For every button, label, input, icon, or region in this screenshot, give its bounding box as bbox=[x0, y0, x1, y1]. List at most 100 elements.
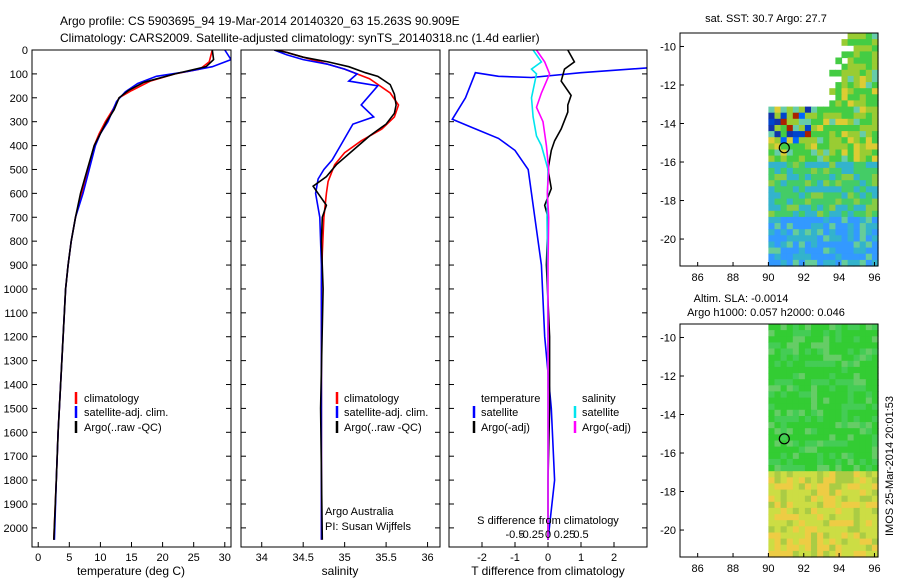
map-cell bbox=[774, 422, 782, 429]
lat-tick-label: -10 bbox=[660, 41, 676, 53]
map-cell bbox=[774, 324, 782, 331]
map-cell bbox=[786, 336, 794, 343]
map-cell bbox=[865, 143, 873, 151]
map-cell bbox=[835, 223, 843, 230]
map-cell bbox=[798, 458, 806, 466]
map-cell bbox=[829, 385, 836, 392]
map-cell bbox=[804, 204, 812, 212]
map-cell bbox=[804, 422, 812, 429]
lat-tick-label: -20 bbox=[660, 525, 676, 537]
map-cell bbox=[835, 520, 843, 527]
map-cell bbox=[817, 354, 824, 362]
map-cell bbox=[823, 125, 830, 132]
lon-tick-label: 92 bbox=[798, 272, 810, 284]
map-cell bbox=[811, 161, 818, 169]
map-cell bbox=[768, 180, 776, 187]
map-cell bbox=[768, 501, 776, 509]
map-cell bbox=[798, 174, 806, 181]
map-cell bbox=[804, 131, 812, 138]
map-cell bbox=[774, 174, 782, 181]
map-cell bbox=[780, 131, 788, 138]
map-cell bbox=[780, 198, 788, 206]
map-cell bbox=[865, 514, 873, 521]
map-cell bbox=[841, 253, 849, 261]
t-difference-xlabel: T difference from climatology bbox=[471, 564, 625, 578]
map-cell bbox=[853, 63, 861, 71]
s-tick-label: 0 bbox=[545, 529, 551, 541]
map-cell bbox=[871, 458, 879, 466]
map-cell bbox=[841, 403, 849, 411]
map-cell bbox=[865, 63, 873, 71]
map-cell bbox=[786, 526, 794, 533]
map-cell bbox=[835, 538, 843, 546]
map-cell bbox=[865, 174, 873, 181]
map-cell bbox=[774, 458, 782, 466]
map-cell bbox=[774, 465, 782, 472]
map-cell bbox=[786, 495, 794, 503]
map-cell bbox=[823, 538, 830, 546]
map-cell bbox=[768, 223, 776, 230]
x-tick-label: -2 bbox=[477, 552, 487, 564]
map-cell bbox=[829, 253, 836, 261]
map-cell bbox=[811, 520, 818, 527]
map-cell bbox=[768, 155, 776, 163]
map-cell bbox=[817, 235, 824, 242]
map-cell bbox=[847, 397, 855, 405]
map-cell bbox=[871, 422, 879, 429]
map-cell bbox=[804, 259, 812, 267]
map-cell bbox=[774, 354, 782, 362]
map-cell bbox=[768, 422, 776, 429]
map-cell bbox=[871, 489, 879, 497]
map-cell bbox=[829, 477, 836, 484]
map-cell bbox=[847, 155, 855, 163]
map-cell bbox=[811, 118, 818, 126]
map-cell bbox=[859, 330, 867, 337]
legend-temperature-title: temperature bbox=[481, 393, 540, 405]
map-cell bbox=[786, 348, 794, 356]
map-cell bbox=[829, 192, 836, 200]
map-cell bbox=[829, 428, 836, 435]
map-cell bbox=[786, 452, 794, 460]
map-cell bbox=[768, 409, 776, 417]
map-cell bbox=[865, 82, 873, 89]
map-cell bbox=[792, 544, 800, 552]
map-cell bbox=[871, 192, 879, 200]
map-cell bbox=[786, 186, 794, 193]
map-cell bbox=[871, 550, 879, 558]
map-cell bbox=[792, 471, 800, 478]
map-cell bbox=[859, 458, 867, 466]
map-cell bbox=[798, 477, 806, 484]
map-cell bbox=[817, 259, 824, 267]
map-cell bbox=[853, 471, 861, 478]
map-cell bbox=[768, 253, 776, 261]
map-cell bbox=[865, 373, 873, 380]
map-cell bbox=[841, 235, 849, 242]
map-cell bbox=[841, 440, 849, 448]
map-cell bbox=[829, 366, 836, 374]
map-cell bbox=[859, 422, 867, 429]
map-cell bbox=[792, 167, 800, 175]
map-cell bbox=[871, 125, 879, 132]
depth-tick-label: 1300 bbox=[4, 356, 28, 368]
map-cell bbox=[768, 204, 776, 212]
map-cell bbox=[865, 186, 873, 193]
depth-tick-label: 1200 bbox=[4, 332, 28, 344]
map-cell bbox=[823, 526, 830, 533]
series-line-argo bbox=[274, 50, 397, 540]
map-cell bbox=[859, 336, 867, 343]
map-cell bbox=[792, 106, 800, 114]
series-line-argo bbox=[53, 50, 215, 540]
map-cell bbox=[786, 544, 794, 552]
map-cell bbox=[835, 385, 843, 392]
map-cell bbox=[811, 544, 818, 552]
map-cell bbox=[774, 235, 782, 242]
map-cell bbox=[792, 235, 800, 242]
map-cell bbox=[835, 247, 843, 255]
map-cell bbox=[768, 137, 776, 144]
depth-tick-label: 1400 bbox=[4, 380, 28, 392]
map-cell bbox=[774, 366, 782, 374]
map-cell bbox=[798, 229, 806, 236]
map-cell bbox=[853, 514, 861, 521]
map-cell bbox=[871, 82, 879, 89]
map-cell bbox=[859, 118, 867, 126]
